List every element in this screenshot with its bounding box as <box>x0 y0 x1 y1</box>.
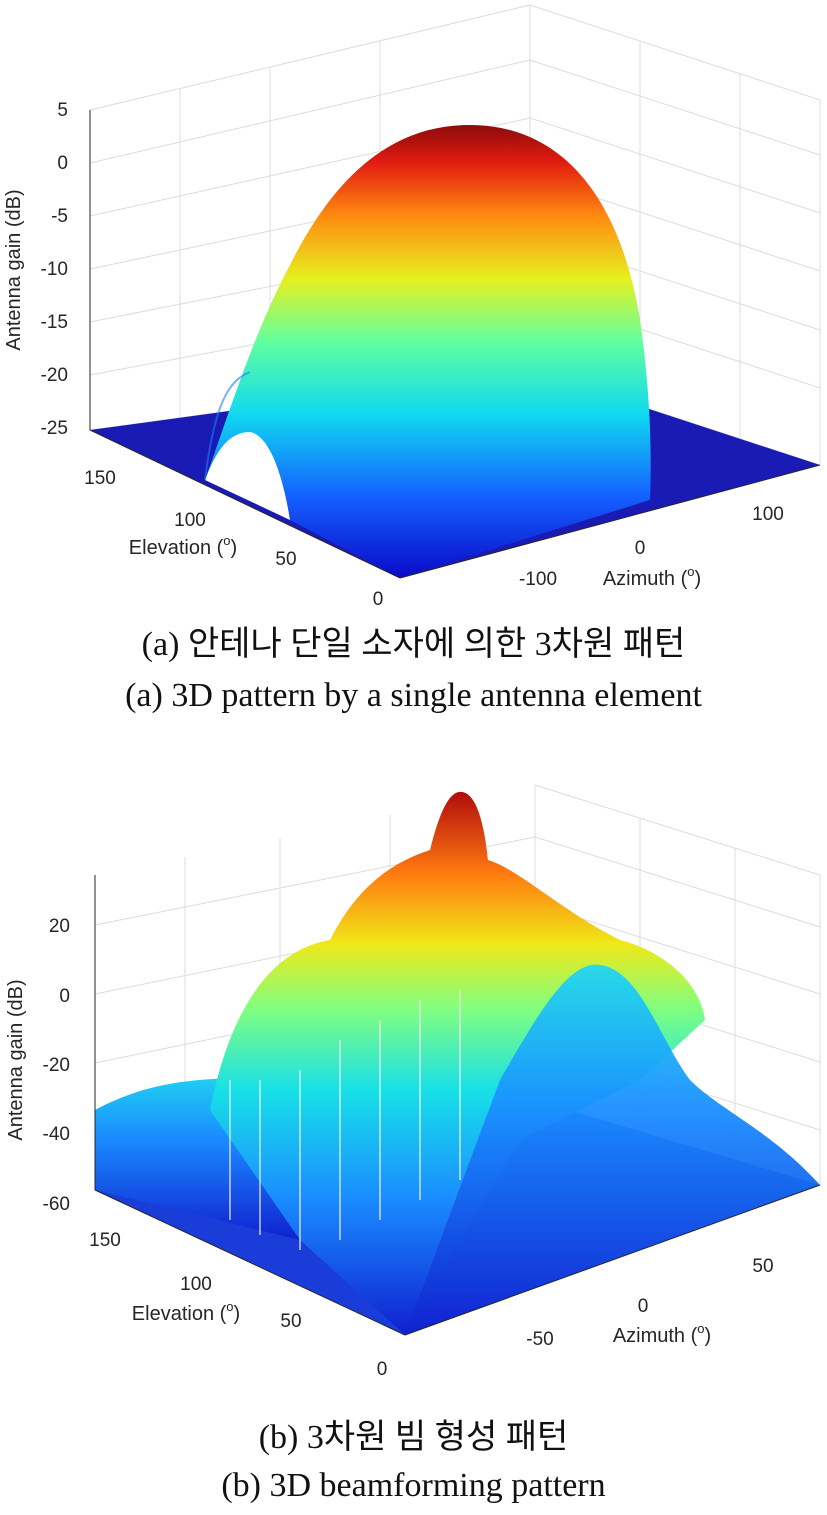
x-tick: 150 <box>89 1230 121 1251</box>
z-tick: 5 <box>57 100 68 121</box>
x-tick: 0 <box>377 1359 388 1380</box>
surface-plot-b: 20 0 -20 -40 -60 Antenna gain (dB) 150 1… <box>5 784 821 1380</box>
caption-b-english: (b) 3D beamforming pattern <box>221 1467 606 1504</box>
x-axis-a: 150 100 50 0 Elevation (o) <box>84 429 401 610</box>
y-tick: 100 <box>752 504 784 525</box>
caption-a-english: (a) 3D pattern by a single antenna eleme… <box>125 677 702 714</box>
x-tick: 50 <box>275 549 296 570</box>
x-tick: 50 <box>280 1311 301 1332</box>
x-tick: 150 <box>84 468 116 489</box>
z-tick: -20 <box>41 365 68 386</box>
y-tick: -100 <box>519 569 557 590</box>
figure-b: 20 0 -20 -40 -60 Antenna gain (dB) 150 1… <box>0 780 827 1420</box>
x-tick: 100 <box>174 510 206 531</box>
y-tick: 0 <box>635 538 646 559</box>
surface-a <box>90 125 820 578</box>
x-tick: 0 <box>373 589 384 610</box>
z-tick: 20 <box>49 916 70 937</box>
surface-plot-a: 5 0 -5 -10 -15 -20 -25 Antenna gain (dB)… <box>3 4 821 610</box>
z-tick: -40 <box>43 1124 70 1145</box>
z-tick: -5 <box>51 206 68 227</box>
y-axis-b: -50 0 50 Azimuth (o) <box>404 1184 821 1350</box>
x-axis-label: Elevation (o) <box>129 533 237 559</box>
y-tick: -50 <box>526 1329 553 1350</box>
z-axis-b: 20 0 -20 -40 -60 Antenna gain (dB) <box>5 875 96 1215</box>
surface-b <box>95 791 820 1335</box>
z-axis-label: Antenna gain (dB) <box>5 979 27 1140</box>
caption-b-korean: (b) 3차원 빔 형성 패턴 <box>258 1419 569 1456</box>
x-axis-label: Elevation (o) <box>132 1299 240 1325</box>
x-tick: 100 <box>180 1274 212 1295</box>
z-tick: -10 <box>41 259 68 280</box>
y-axis-label: Azimuth (o) <box>613 1321 711 1347</box>
y-tick: 50 <box>752 1256 773 1277</box>
z-tick: -60 <box>43 1194 70 1215</box>
y-axis-a: -100 0 100 Azimuth (o) <box>399 464 821 590</box>
y-axis-label: Azimuth (o) <box>603 564 701 590</box>
z-tick: -25 <box>41 418 68 439</box>
z-tick: 0 <box>57 153 68 174</box>
z-tick: -20 <box>43 1055 70 1076</box>
z-tick: -15 <box>41 312 68 333</box>
x-axis-b: 150 100 50 0 Elevation (o) <box>89 1189 406 1380</box>
z-axis-label: Antenna gain (dB) <box>3 189 25 350</box>
figure-a: 5 0 -5 -10 -15 -20 -25 Antenna gain (dB)… <box>0 0 827 615</box>
z-tick: 0 <box>59 986 70 1007</box>
z-axis-a: 5 0 -5 -10 -15 -20 -25 Antenna gain (dB) <box>3 100 91 439</box>
caption-a-korean: (a) 안테나 단일 소자에 의한 3차원 패턴 <box>141 626 686 663</box>
y-tick: 0 <box>638 1296 649 1317</box>
